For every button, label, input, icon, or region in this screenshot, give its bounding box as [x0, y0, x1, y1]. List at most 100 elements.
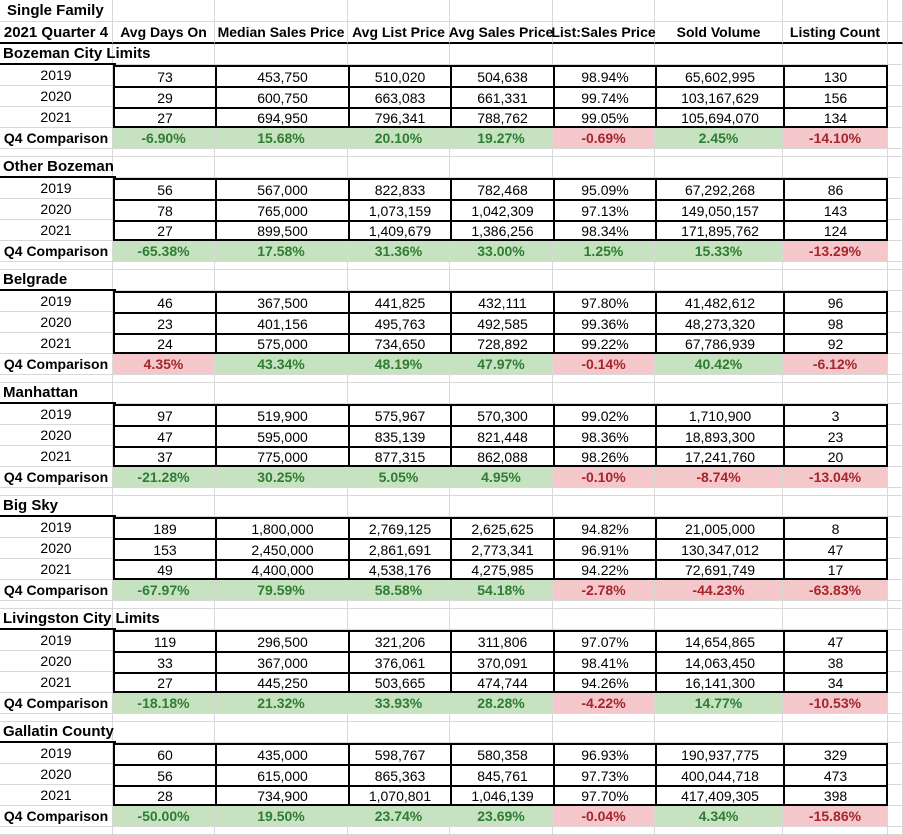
year-cell[interactable]: 2021: [0, 785, 113, 806]
empty-cell[interactable]: [450, 44, 553, 65]
empty-cell[interactable]: [215, 722, 348, 743]
column-header-avg-sales-price[interactable]: Avg Sales Price: [449, 22, 553, 44]
value-cell[interactable]: 398: [783, 785, 888, 806]
comparison-value-cell[interactable]: -63.83%: [783, 580, 888, 601]
section-label-cell-manhattan[interactable]: Manhattan: [0, 383, 116, 404]
empty-cell[interactable]: [655, 383, 783, 404]
spacer-cell[interactable]: [113, 488, 215, 496]
empty-cell[interactable]: [888, 785, 903, 806]
value-cell[interactable]: 97.70%: [553, 785, 655, 806]
spacer-cell[interactable]: [553, 488, 655, 496]
value-cell[interactable]: 495,763: [348, 312, 450, 333]
comparison-value-cell[interactable]: 43.34%: [215, 354, 348, 375]
comparison-label-cell[interactable]: Q4 Comparison: [0, 241, 113, 262]
value-cell[interactable]: 60: [113, 743, 215, 764]
comparison-value-cell[interactable]: 5.05%: [348, 467, 450, 488]
empty-cell[interactable]: [888, 580, 903, 601]
column-header-list-sales-price[interactable]: List:Sales Price: [551, 22, 656, 44]
comparison-value-cell[interactable]: 14.77%: [655, 693, 783, 714]
empty-cell[interactable]: [215, 44, 348, 65]
value-cell[interactable]: 119: [113, 630, 215, 651]
value-cell[interactable]: 445,250: [215, 672, 348, 693]
empty-cell[interactable]: [888, 241, 903, 262]
year-cell[interactable]: 2021: [0, 220, 113, 241]
empty-cell[interactable]: [215, 0, 348, 22]
value-cell[interactable]: 1,800,000: [215, 517, 348, 538]
sheet-title-cell[interactable]: Single Family: [0, 0, 113, 22]
empty-cell[interactable]: [888, 291, 903, 312]
value-cell[interactable]: 47: [783, 538, 888, 559]
comparison-value-cell[interactable]: 79.59%: [215, 580, 348, 601]
empty-cell[interactable]: [888, 157, 903, 178]
comparison-label-cell[interactable]: Q4 Comparison: [0, 354, 113, 375]
year-cell[interactable]: 2020: [0, 651, 113, 672]
value-cell[interactable]: 600,750: [215, 86, 348, 107]
value-cell[interactable]: 432,111: [450, 291, 553, 312]
value-cell[interactable]: 56: [113, 764, 215, 785]
empty-cell[interactable]: [783, 157, 888, 178]
comparison-value-cell[interactable]: -0.14%: [553, 354, 655, 375]
value-cell[interactable]: 92: [783, 333, 888, 354]
spacer-cell[interactable]: [783, 262, 888, 270]
value-cell[interactable]: 1,046,139: [450, 785, 553, 806]
spacer-cell[interactable]: [348, 262, 450, 270]
value-cell[interactable]: 34: [783, 672, 888, 693]
spacer-cell[interactable]: [215, 375, 348, 383]
value-cell[interactable]: 98: [783, 312, 888, 333]
value-cell[interactable]: 94.26%: [553, 672, 655, 693]
value-cell[interactable]: 474,744: [450, 672, 553, 693]
empty-cell[interactable]: [888, 333, 903, 354]
spacer-cell[interactable]: [888, 601, 903, 609]
empty-cell[interactable]: [888, 178, 903, 199]
comparison-value-cell[interactable]: 31.36%: [348, 241, 450, 262]
empty-cell[interactable]: [888, 806, 903, 827]
spacer-cell[interactable]: [215, 262, 348, 270]
value-cell[interactable]: 570,300: [450, 404, 553, 425]
section-label-cell-belgrade[interactable]: Belgrade: [0, 270, 116, 291]
value-cell[interactable]: 149,050,157: [655, 199, 783, 220]
spacer-cell[interactable]: [553, 375, 655, 383]
empty-cell[interactable]: [655, 609, 783, 630]
value-cell[interactable]: 27: [113, 672, 215, 693]
value-cell[interactable]: 103,167,629: [655, 86, 783, 107]
value-cell[interactable]: 3: [783, 404, 888, 425]
value-cell[interactable]: 171,895,762: [655, 220, 783, 241]
empty-cell[interactable]: [888, 630, 903, 651]
value-cell[interactable]: 49: [113, 559, 215, 580]
empty-cell[interactable]: [888, 107, 903, 128]
value-cell[interactable]: 37: [113, 446, 215, 467]
value-cell[interactable]: 189: [113, 517, 215, 538]
empty-cell[interactable]: [888, 220, 903, 241]
spacer-cell[interactable]: [553, 601, 655, 609]
value-cell[interactable]: 47: [113, 425, 215, 446]
empty-cell[interactable]: [888, 559, 903, 580]
value-cell[interactable]: 65,602,995: [655, 65, 783, 86]
empty-cell[interactable]: [783, 722, 888, 743]
value-cell[interactable]: 845,761: [450, 764, 553, 785]
value-cell[interactable]: 473: [783, 764, 888, 785]
year-cell[interactable]: 2019: [0, 291, 113, 312]
value-cell[interactable]: 56: [113, 178, 215, 199]
empty-cell[interactable]: [348, 44, 450, 65]
comparison-label-cell[interactable]: Q4 Comparison: [0, 806, 113, 827]
value-cell[interactable]: 782,468: [450, 178, 553, 199]
empty-cell[interactable]: [888, 0, 903, 22]
value-cell[interactable]: 33: [113, 651, 215, 672]
value-cell[interactable]: 503,665: [348, 672, 450, 693]
value-cell[interactable]: 130,347,012: [655, 538, 783, 559]
empty-cell[interactable]: [553, 722, 655, 743]
value-cell[interactable]: 694,950: [215, 107, 348, 128]
year-cell[interactable]: 2021: [0, 333, 113, 354]
comparison-value-cell[interactable]: 17.58%: [215, 241, 348, 262]
value-cell[interactable]: 99.36%: [553, 312, 655, 333]
spacer-cell[interactable]: [113, 714, 215, 722]
value-cell[interactable]: 98.26%: [553, 446, 655, 467]
value-cell[interactable]: 96: [783, 291, 888, 312]
value-cell[interactable]: 504,638: [450, 65, 553, 86]
year-cell[interactable]: 2020: [0, 312, 113, 333]
year-cell[interactable]: 2019: [0, 630, 113, 651]
year-cell[interactable]: 2021: [0, 672, 113, 693]
empty-cell[interactable]: [888, 312, 903, 333]
spacer-cell[interactable]: [888, 714, 903, 722]
empty-cell[interactable]: [888, 65, 903, 86]
